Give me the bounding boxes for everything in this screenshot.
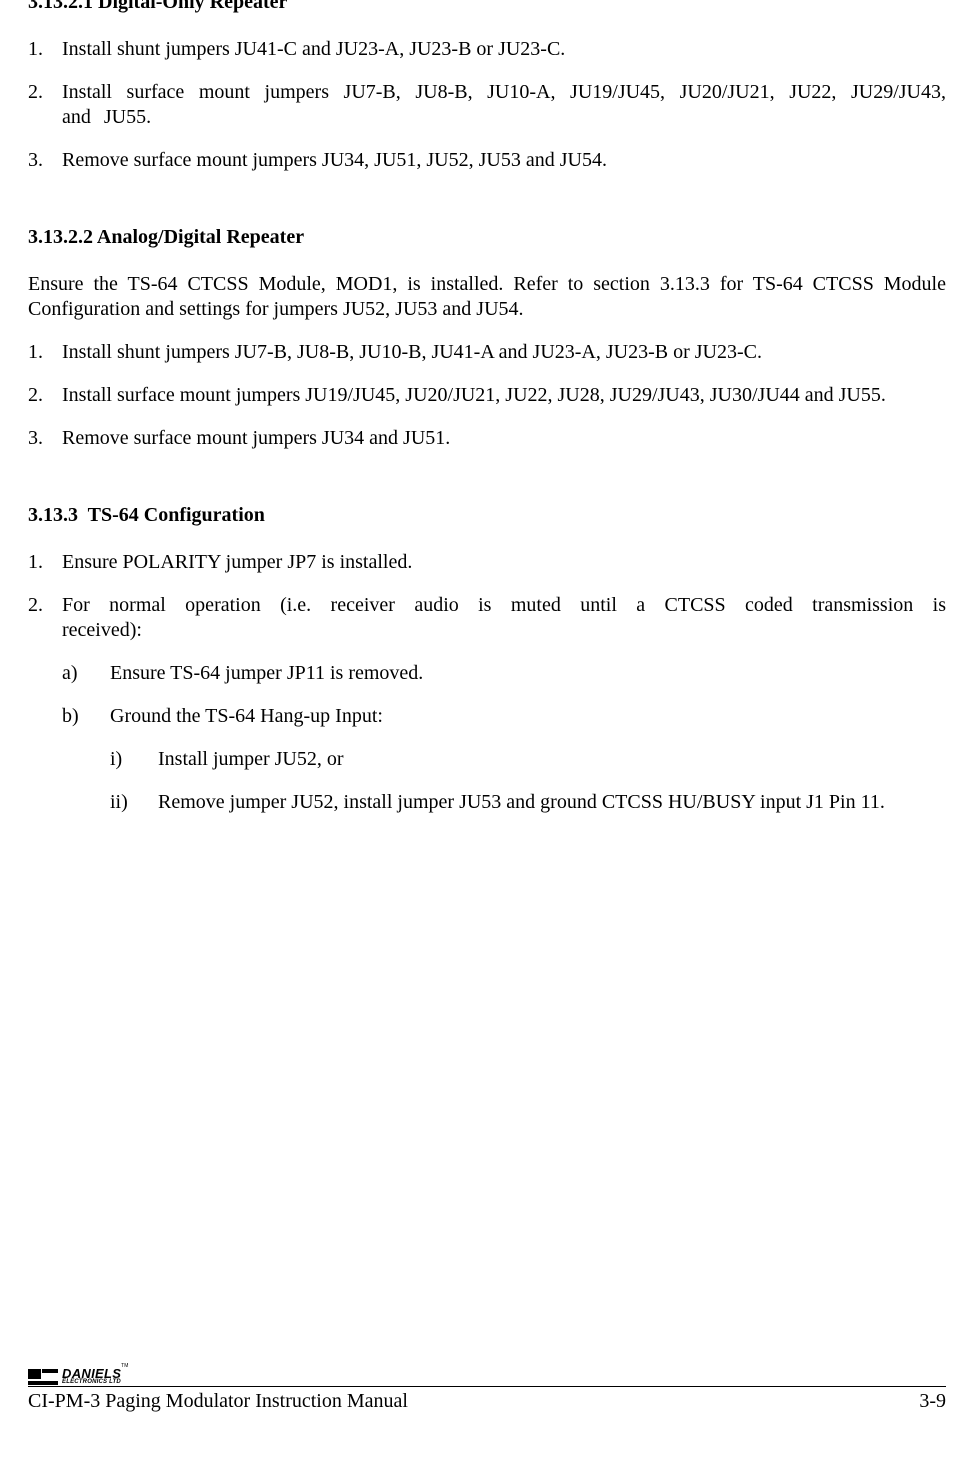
list-number: 3.	[28, 426, 62, 451]
list-item: 3. Remove surface mount jumpers JU34, JU…	[28, 148, 946, 173]
list-number: a)	[62, 661, 110, 686]
logo-icon	[28, 1369, 58, 1385]
heading-analog-digital: 3.13.2.2 Analog/Digital Repeater	[28, 225, 946, 250]
list-body: Install jumper JU52, or	[158, 747, 946, 772]
list-item: 1. Install shunt jumpers JU41-C and JU23…	[28, 37, 946, 62]
list-item: 2. Install surface mount jumpers JU7-B, …	[28, 80, 946, 130]
list-body: Remove jumper JU52, install jumper JU53 …	[158, 790, 946, 815]
list-body: Install shunt jumpers JU41-C and JU23-A,…	[62, 37, 946, 62]
heading-text: Analog/Digital Repeater	[97, 226, 304, 248]
list-item: b) Ground the TS-64 Hang-up Input: i) In…	[62, 704, 946, 833]
list-number: 2.	[28, 383, 62, 408]
list-item: ii) Remove jumper JU52, install jumper J…	[110, 790, 946, 815]
list-number: 1.	[28, 37, 62, 62]
footer-line: CI-PM-3 Paging Modulator Instruction Man…	[28, 1389, 946, 1414]
heading-text: Digital-Only Repeater	[98, 0, 287, 13]
page-footer: DANIELSTM ELECTRONICS LTD CI-PM-3 Paging…	[28, 1364, 946, 1414]
list-body: Install shunt jumpers JU7-B, JU8-B, JU10…	[62, 340, 946, 365]
list-text: For normal operation (i.e. receiver audi…	[62, 594, 946, 641]
list-body: Remove surface mount jumpers JU34 and JU…	[62, 426, 946, 451]
heading-number: 3.13.3	[28, 504, 78, 526]
footer-rule	[28, 1386, 946, 1387]
document-page: 3.13.2.1 Digital-Only Repeater 1. Instal…	[0, 0, 974, 1450]
intro-paragraph: Ensure the TS-64 CTCSS Module, MOD1, is …	[28, 272, 946, 322]
list-body: Install surface mount jumpers JU7-B, JU8…	[62, 80, 946, 130]
list-number: 2.	[28, 80, 62, 130]
list-item: 2. For normal operation (i.e. receiver a…	[28, 593, 946, 851]
list-number: b)	[62, 704, 110, 833]
logo-text: DANIELSTM ELECTRONICS LTD	[62, 1364, 128, 1385]
sublist-a: a) Ensure TS-64 jumper JP11 is removed. …	[62, 661, 946, 833]
logo-sub: ELECTRONICS LTD	[62, 1380, 128, 1385]
logo: DANIELSTM ELECTRONICS LTD	[28, 1364, 946, 1385]
list-text: Ground the TS-64 Hang-up Input:	[110, 705, 383, 727]
list-digital-only: 1. Install shunt jumpers JU41-C and JU23…	[28, 37, 946, 173]
logo-tm: TM	[121, 1363, 128, 1369]
list-number: i)	[110, 747, 158, 772]
list-body: Ensure TS-64 jumper JP11 is removed.	[110, 661, 946, 686]
list-item: 1. Install shunt jumpers JU7-B, JU8-B, J…	[28, 340, 946, 365]
list-number: 3.	[28, 148, 62, 173]
list-item: 1. Ensure POLARITY jumper JP7 is install…	[28, 550, 946, 575]
subsublist-i: i) Install jumper JU52, or ii) Remove ju…	[110, 747, 946, 815]
list-number: 1.	[28, 550, 62, 575]
list-body: Ground the TS-64 Hang-up Input: i) Insta…	[110, 704, 946, 833]
list-ts64: 1. Ensure POLARITY jumper JP7 is install…	[28, 550, 946, 851]
list-body: For normal operation (i.e. receiver audi…	[62, 593, 946, 851]
heading-number: 3.13.2.2	[28, 226, 93, 248]
list-body: Remove surface mount jumpers JU34, JU51,…	[62, 148, 946, 173]
list-item: 3. Remove surface mount jumpers JU34 and…	[28, 426, 946, 451]
heading-number: 3.13.2.1	[28, 0, 93, 13]
heading-ts64-config: 3.13.3 TS-64 Configuration	[28, 503, 946, 528]
list-item: i) Install jumper JU52, or	[110, 747, 946, 772]
list-analog-digital: 1. Install shunt jumpers JU7-B, JU8-B, J…	[28, 340, 946, 451]
heading-digital-only: 3.13.2.1 Digital-Only Repeater	[28, 0, 946, 15]
list-number: 1.	[28, 340, 62, 365]
list-body: Ensure POLARITY jumper JP7 is installed.	[62, 550, 946, 575]
list-body: Install surface mount jumpers JU19/JU45,…	[62, 383, 946, 408]
list-number: 2.	[28, 593, 62, 851]
list-number: ii)	[110, 790, 158, 815]
list-item: a) Ensure TS-64 jumper JP11 is removed.	[62, 661, 946, 686]
list-item: 2. Install surface mount jumpers JU19/JU…	[28, 383, 946, 408]
page-number: 3-9	[919, 1389, 946, 1414]
heading-text: TS-64 Configuration	[88, 504, 265, 526]
doc-title: CI-PM-3 Paging Modulator Instruction Man…	[28, 1389, 408, 1414]
